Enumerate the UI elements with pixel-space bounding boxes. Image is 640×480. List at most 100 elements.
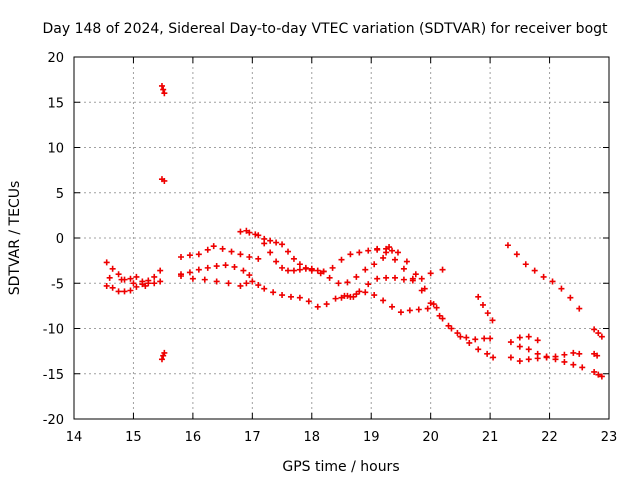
y-tick-label: 15	[47, 96, 64, 111]
data-point	[412, 271, 419, 278]
x-tick-label: 20	[422, 430, 439, 445]
series-arc-e	[158, 176, 168, 184]
data-point	[481, 335, 488, 342]
data-point	[371, 261, 378, 268]
data-point	[534, 337, 541, 344]
data-point	[579, 364, 586, 371]
data-point	[243, 227, 250, 234]
data-point	[231, 263, 238, 270]
data-point	[133, 273, 140, 280]
data-point	[383, 274, 390, 281]
data-point	[273, 239, 280, 246]
data-point	[374, 245, 381, 252]
x-axis-title: GPS time / hours	[282, 459, 399, 475]
data-point	[409, 275, 416, 282]
data-point	[195, 266, 202, 273]
data-point	[237, 228, 244, 235]
data-point	[490, 354, 497, 361]
series-arc-w	[516, 343, 583, 361]
data-point	[255, 282, 262, 289]
data-point	[386, 244, 393, 251]
data-point	[353, 273, 360, 280]
data-point	[308, 267, 315, 274]
data-point	[525, 356, 532, 363]
data-point	[394, 249, 401, 256]
data-point	[561, 351, 568, 358]
data-point	[392, 256, 398, 263]
series-arc-i	[178, 273, 250, 289]
data-point	[249, 278, 256, 285]
data-point	[326, 274, 333, 281]
data-point	[237, 251, 244, 258]
data-point	[543, 354, 550, 361]
series-arc-x	[591, 350, 601, 359]
series-arc-q	[374, 245, 494, 343]
data-point	[427, 270, 434, 277]
data-point	[433, 304, 440, 311]
series-arc-k	[243, 227, 315, 274]
data-point	[400, 276, 407, 283]
data-point	[344, 279, 351, 286]
data-point	[356, 249, 363, 256]
data-point	[463, 334, 470, 341]
data-point	[255, 232, 262, 239]
data-point	[186, 269, 193, 276]
data-point	[540, 273, 547, 280]
data-point	[598, 333, 605, 340]
data-point	[362, 289, 369, 296]
data-marks	[103, 82, 605, 380]
data-point	[507, 339, 514, 346]
data-point	[279, 264, 286, 271]
data-point	[219, 245, 226, 252]
data-point	[525, 346, 532, 353]
plot-frame	[73, 56, 610, 420]
data-point	[151, 280, 158, 287]
data-point	[267, 237, 274, 244]
data-point	[302, 265, 309, 272]
data-point	[595, 371, 602, 378]
data-point	[421, 285, 428, 292]
data-point	[285, 248, 291, 255]
data-point	[127, 287, 134, 294]
grid	[74, 57, 609, 419]
data-point	[158, 356, 165, 363]
data-point	[178, 254, 184, 261]
data-point	[296, 261, 303, 268]
data-point	[133, 283, 140, 290]
series-arc-s	[475, 293, 496, 324]
data-point	[389, 247, 396, 254]
y-tick-label: 5	[56, 187, 64, 202]
data-point	[570, 361, 577, 368]
data-point	[270, 289, 277, 296]
data-point	[261, 285, 268, 292]
x-tick-label: 15	[125, 430, 142, 445]
data-point	[279, 292, 286, 299]
data-point	[531, 267, 538, 274]
data-point	[255, 255, 262, 262]
data-point	[329, 264, 336, 271]
data-point	[204, 246, 211, 253]
data-point	[362, 266, 369, 273]
data-point	[397, 309, 404, 316]
data-point	[365, 281, 372, 288]
data-point	[127, 275, 134, 282]
data-point	[418, 275, 425, 282]
data-point	[178, 273, 184, 280]
data-point	[210, 243, 217, 250]
data-point	[273, 258, 280, 265]
data-point	[243, 280, 250, 287]
data-point	[130, 280, 137, 287]
data-point	[332, 295, 339, 302]
x-tick-label: 16	[185, 430, 202, 445]
data-point	[161, 177, 168, 184]
data-point	[513, 251, 520, 258]
data-point	[109, 265, 116, 272]
data-point	[457, 333, 464, 340]
data-point	[115, 288, 122, 295]
data-point	[489, 317, 496, 324]
data-point	[157, 278, 164, 285]
data-point	[504, 242, 511, 249]
y-tick-label: -20	[43, 413, 64, 428]
data-point	[142, 282, 149, 289]
